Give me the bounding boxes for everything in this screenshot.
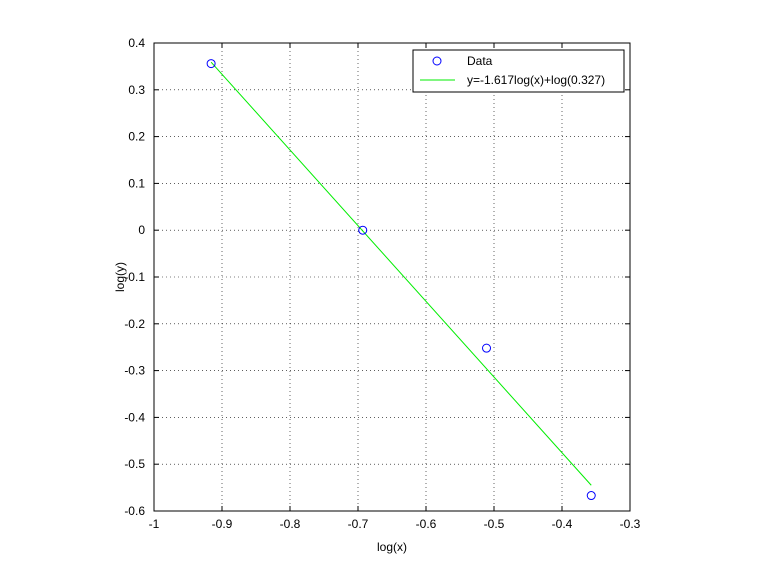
x-tick-label: -0.7	[348, 517, 369, 531]
data-point	[586, 491, 596, 501]
fit-line	[210, 61, 592, 486]
y-tick-label: 0	[138, 223, 145, 237]
y-tick-label: 0.4	[128, 36, 145, 50]
x-tick-label: -0.8	[280, 517, 301, 531]
y-tick-label: -0.4	[124, 410, 145, 424]
x-tick-label: -1	[149, 517, 160, 531]
y-tick-label: 0.2	[128, 130, 145, 144]
y-tick-label: -0.5	[124, 457, 145, 471]
legend-label-fit: y=-1.617log(x)+log(0.327)	[467, 73, 605, 87]
y-tick-label: -0.2	[124, 317, 145, 331]
y-tick-labels: -0.6 -0.5 -0.4 -0.3 -0.2 -0.1 0 0.1 0.2 0.3 0.4	[124, 36, 145, 518]
y-axis-label: log(y)	[113, 262, 127, 292]
data-point	[358, 225, 368, 235]
y-tick-label: -0.6	[124, 504, 145, 518]
fit-line-layer	[210, 61, 592, 486]
data-point	[482, 343, 492, 353]
x-tick-label: -0.5	[484, 517, 505, 531]
axis-ticks	[153, 42, 631, 512]
y-tick-label: 0.3	[128, 83, 145, 97]
legend-marker-data	[432, 56, 442, 66]
x-tick-label: -0.6	[416, 517, 437, 531]
y-tick-label: -0.3	[124, 364, 145, 378]
legend-label-data: Data	[467, 54, 493, 68]
legend-box	[412, 49, 625, 93]
x-tick-label: -0.4	[552, 517, 573, 531]
x-tick-label: -0.3	[620, 517, 641, 531]
legend: Data y=-1.617log(x)+log(0.327)	[412, 49, 625, 93]
data-point	[206, 59, 216, 69]
x-tick-label: -0.9	[212, 517, 233, 531]
x-tick-labels: -1 -0.9 -0.8 -0.7 -0.6 -0.5 -0.4 -0.3	[149, 517, 641, 531]
x-axis-label: log(x)	[377, 540, 407, 554]
y-tick-label: 0.1	[128, 176, 145, 190]
data-points-layer	[206, 59, 596, 501]
y-tick-label: -0.1	[124, 270, 145, 284]
